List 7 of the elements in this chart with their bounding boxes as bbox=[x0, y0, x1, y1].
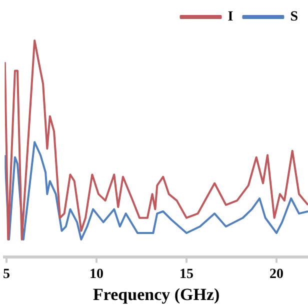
legend-label: S bbox=[290, 10, 298, 25]
x-axis-title: Frequency (GHz) bbox=[93, 285, 220, 304]
x-tick-label: 20 bbox=[270, 266, 284, 282]
x-tick-label: 10 bbox=[90, 266, 104, 282]
legend-label: I bbox=[228, 10, 234, 25]
x-tick-label: 15 bbox=[180, 266, 194, 282]
x-tick-label: 5 bbox=[3, 266, 10, 282]
